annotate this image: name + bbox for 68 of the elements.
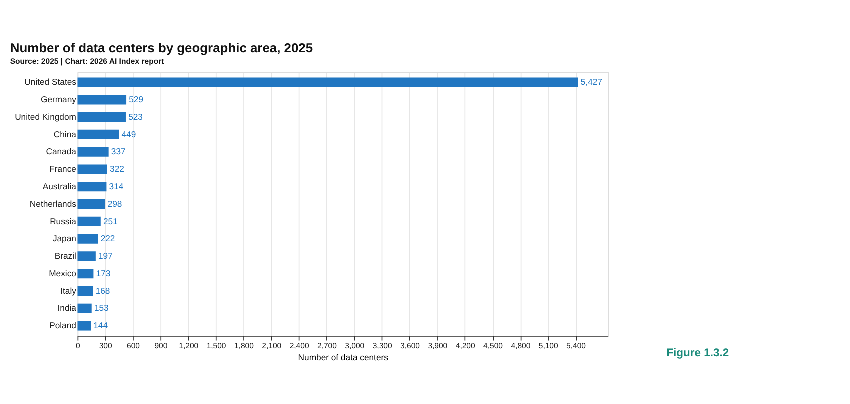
y-tick-label: Canada (46, 146, 77, 157)
data-label: 5,427 (580, 77, 603, 88)
data-label: 144 (94, 320, 108, 331)
bar (78, 112, 126, 122)
x-tick-label: 5,100 (538, 342, 559, 351)
y-tick-label: France (50, 164, 77, 174)
data-label: 168 (96, 286, 110, 296)
chart-title: Number of data centers by geographic area, 2025 (10, 40, 314, 56)
y-tick-label: Brazil (54, 251, 77, 262)
y-tick-label: Australia (42, 181, 77, 192)
bar (78, 78, 578, 88)
bar (78, 252, 96, 262)
x-tick-label: 600 (127, 342, 141, 351)
data-label: 298 (108, 198, 122, 209)
data-label: 251 (103, 216, 118, 226)
caption: Figure 1.3.2 (666, 348, 730, 360)
data-label: 222 (100, 234, 116, 244)
y-tick-label: Germany (40, 94, 78, 105)
chart-subtitle: Source: 2025 | Chart: 2026 AI Index report (10, 56, 165, 66)
x-tick-label: 2,400 (290, 342, 310, 351)
data-label: 173 (96, 268, 111, 278)
bar (78, 147, 109, 157)
data-label: 314 (109, 181, 124, 192)
bar (78, 269, 94, 279)
x-tick-label: 300 (99, 342, 113, 351)
y-tick-label: Mexico (49, 268, 77, 278)
x-tick-label: 3,600 (400, 342, 421, 351)
bar (78, 304, 92, 314)
y-tick-label: Poland (50, 320, 77, 331)
x-tick-label: 3,900 (428, 342, 448, 351)
y-tick-label: Italy (60, 286, 78, 296)
x-tick-label: 1,500 (206, 342, 227, 351)
bar (78, 216, 101, 226)
bar (78, 130, 120, 140)
bar (78, 199, 106, 210)
y-tick-label: United States (24, 77, 76, 88)
x-tick-label: 900 (154, 342, 168, 351)
x-axis-title: Number of data centers (298, 352, 388, 363)
bar (78, 164, 108, 174)
x-tick-label: 0 (76, 342, 82, 351)
data-label: 322 (110, 164, 125, 174)
x-tick-label: 1,800 (234, 342, 255, 351)
x-tick-label: 2,700 (318, 342, 338, 351)
x-tick-label: 3,000 (345, 342, 366, 351)
bar (78, 182, 107, 192)
x-tick-label: 1,200 (179, 342, 200, 351)
data-label: 153 (94, 303, 110, 314)
y-tick-label: Japan (52, 234, 77, 244)
x-tick-label: 4,200 (456, 342, 476, 351)
data-label: 197 (98, 251, 114, 262)
data-label: 449 (122, 129, 136, 140)
data-label: 523 (128, 112, 144, 122)
bar (78, 321, 92, 331)
x-tick-label: 4,500 (484, 342, 504, 351)
x-tick-label: 3,300 (372, 342, 393, 351)
y-tick-label: United Kingdom (15, 112, 76, 122)
bar (78, 286, 94, 296)
y-tick-label: China (54, 129, 77, 140)
x-tick-label: 4,800 (511, 342, 532, 351)
y-tick-label: India (58, 303, 77, 314)
data-label: 337 (111, 146, 126, 157)
y-tick-label: Netherlands (30, 198, 76, 209)
y-tick-label: Russia (50, 216, 77, 226)
bar (78, 95, 127, 105)
bar (78, 234, 98, 244)
x-tick-label: 5,400 (566, 342, 587, 351)
x-tick-label: 2,100 (262, 342, 282, 351)
data-label: 529 (129, 94, 144, 105)
